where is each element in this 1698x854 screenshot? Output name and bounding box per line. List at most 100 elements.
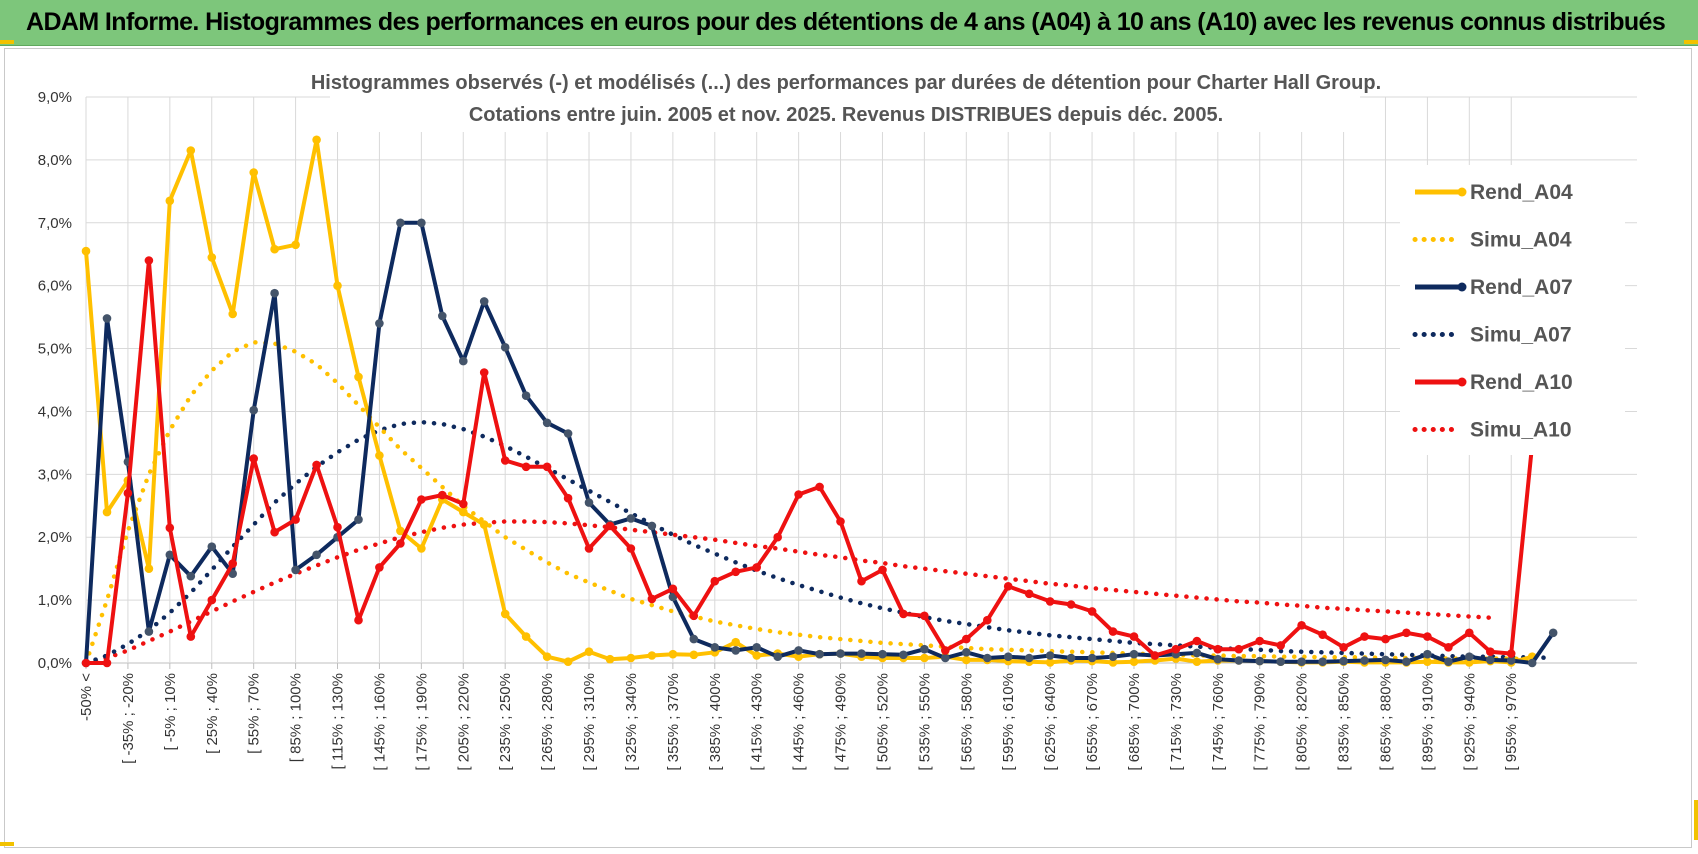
data-point: [1045, 658, 1055, 667]
series-simu_a07: [83, 419, 1556, 666]
data-point: [563, 493, 573, 503]
y-tick-label: 1,0%: [38, 592, 72, 609]
data-point: [1150, 651, 1160, 660]
legend-label: Simu_A04: [1470, 229, 1572, 252]
data-point: [647, 521, 657, 531]
legend-label: Rend_A04: [1470, 181, 1573, 204]
data-point: [1129, 632, 1139, 641]
data-point: [1024, 589, 1034, 599]
data-point: [584, 647, 594, 656]
data-point: [563, 429, 573, 438]
series-simu_a10: [83, 519, 1493, 666]
data-point: [1527, 658, 1537, 668]
data-point: [689, 634, 699, 644]
x-tick-label: [ 625% ; 640%: [1042, 673, 1059, 771]
x-tick-label: [ 415% ; 430%: [749, 673, 766, 771]
data-point: [815, 649, 824, 659]
data-point: [668, 592, 678, 602]
x-tick-label: [ 835% ; 850%: [1336, 673, 1353, 771]
series-line: [83, 519, 1493, 666]
data-point: [1465, 652, 1474, 661]
data-point: [752, 563, 761, 572]
data-point: [333, 281, 342, 291]
data-point: [459, 499, 468, 509]
data-point: [417, 218, 426, 228]
data-point: [102, 658, 112, 668]
data-point: [207, 542, 217, 551]
x-tick-label: [ 265% ; 280%: [539, 673, 556, 771]
x-tick-label: [ 25% ; 40%: [204, 673, 221, 754]
data-point: [1318, 630, 1327, 639]
data-point: [81, 658, 91, 668]
x-tick-label: [ 955% ; 970%: [1503, 673, 1520, 771]
data-point: [962, 648, 971, 657]
data-point: [500, 343, 510, 352]
data-point: [521, 391, 531, 401]
x-tick-label: [ 595% ; 610%: [1000, 673, 1017, 771]
y-tick-label: 6,0%: [38, 278, 72, 295]
legend-item-rend_a04: Rend_A04: [1415, 181, 1573, 204]
data-point: [836, 649, 845, 658]
data-point: [1360, 656, 1369, 665]
x-tick-label: [ 775% ; 790%: [1252, 673, 1269, 771]
legend-label: Rend_A07: [1470, 276, 1573, 299]
x-tick-label: [ 355% ; 370%: [665, 673, 682, 771]
data-point: [1339, 656, 1348, 666]
y-tick-label: 5,0%: [38, 341, 72, 358]
data-point: [584, 544, 594, 553]
series-simu_a04: [83, 340, 1535, 666]
data-point: [1192, 648, 1202, 658]
corner-accent-bottom-right: [1694, 800, 1698, 840]
data-point: [165, 523, 175, 533]
x-tick-label: [ 895% ; 910%: [1419, 673, 1436, 771]
data-point: [1066, 600, 1076, 609]
y-tick-label: 0,0%: [38, 655, 72, 672]
x-tick-label: [ 175% ; 190%: [413, 673, 430, 771]
data-point: [1066, 653, 1076, 663]
data-point: [605, 654, 615, 664]
data-point: [144, 564, 154, 573]
data-point: [1339, 643, 1348, 652]
data-point: [375, 563, 384, 572]
series-line: [83, 340, 1535, 666]
data-point: [1213, 654, 1223, 664]
series-rend_a10: [81, 256, 1537, 668]
x-tick-label: [ 715% ; 730%: [1168, 673, 1185, 771]
data-point: [417, 495, 426, 504]
data-point: [333, 522, 342, 532]
data-point: [857, 576, 866, 586]
data-point: [647, 594, 657, 604]
data-point: [1192, 657, 1202, 666]
x-tick-label: [ -35% ; -20%: [120, 673, 137, 764]
data-point: [186, 632, 196, 641]
data-point: [542, 462, 552, 472]
data-point: [1087, 653, 1097, 663]
data-point: [479, 520, 489, 529]
data-point: [249, 168, 258, 177]
data-point: [542, 652, 552, 661]
legend-item-rend_a07: Rend_A07: [1415, 276, 1573, 299]
data-point: [1297, 657, 1306, 666]
series-line: [84, 220, 1555, 665]
series-line: [83, 419, 1556, 666]
data-point: [857, 649, 866, 658]
data-point: [228, 569, 237, 578]
data-point: [668, 584, 678, 594]
data-point: [836, 517, 845, 526]
data-point: [375, 319, 384, 328]
legend-label: Rend_A10: [1470, 371, 1573, 394]
data-point: [291, 515, 300, 524]
y-tick-label: 2,0%: [38, 529, 72, 546]
data-point: [459, 356, 468, 366]
data-point: [312, 135, 321, 145]
data-point: [1506, 656, 1516, 665]
x-tick-label: [ 235% ; 250%: [497, 673, 514, 771]
data-point: [584, 498, 594, 507]
data-point: [521, 462, 531, 472]
data-point: [710, 643, 720, 652]
data-point: [920, 611, 929, 621]
data-point: [1423, 649, 1432, 659]
data-point: [1360, 632, 1369, 641]
corner-accent-top-right: [1684, 40, 1698, 44]
data-point: [1423, 657, 1432, 666]
